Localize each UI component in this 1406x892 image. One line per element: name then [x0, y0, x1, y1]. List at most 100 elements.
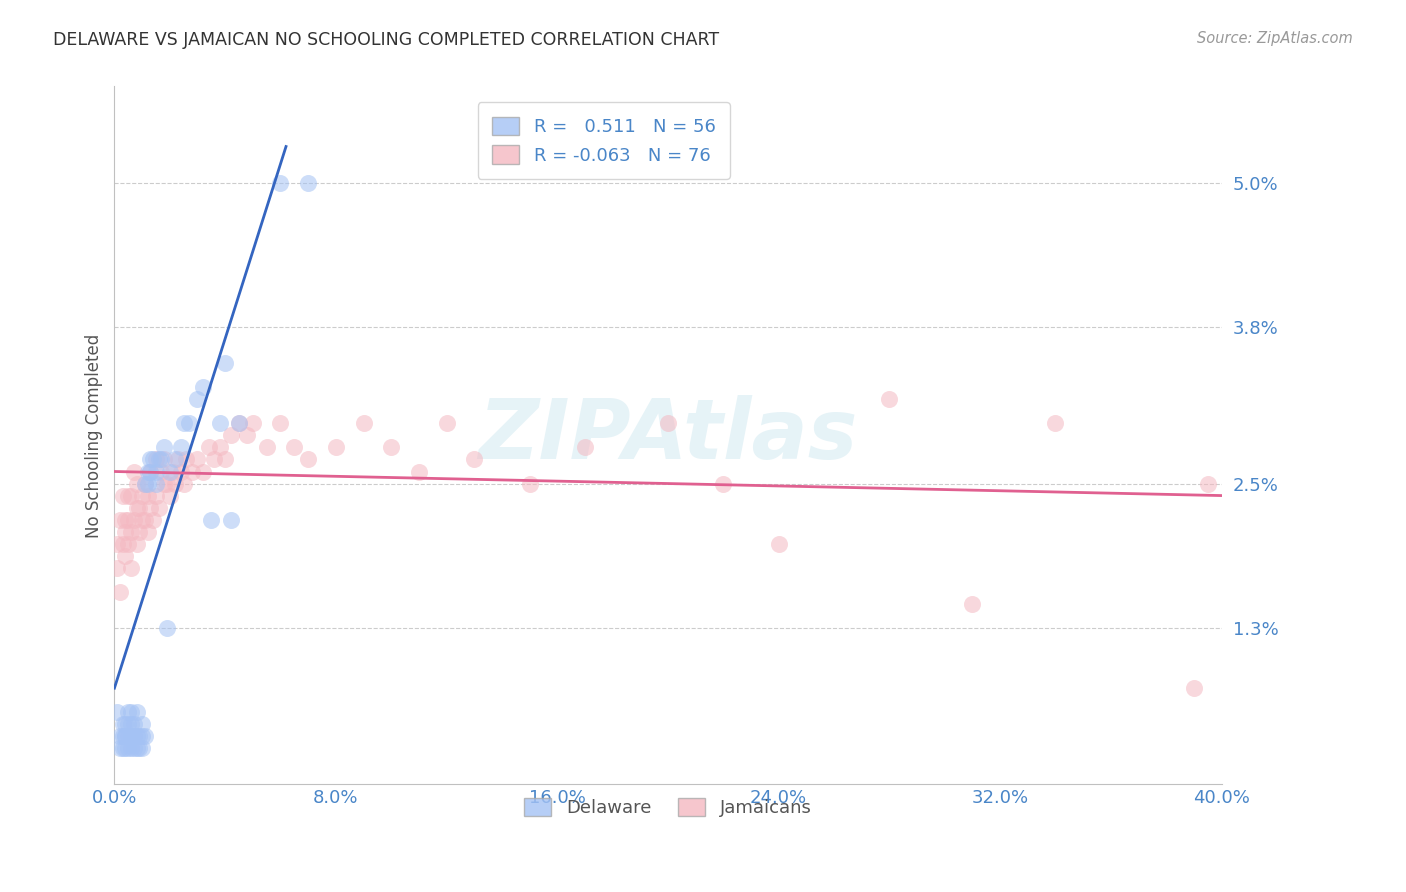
Point: [228, 417, 250, 431]
Point: [436, 417, 458, 431]
Point: [125, 476, 148, 491]
Point: [214, 356, 236, 370]
Point: [145, 476, 167, 491]
Point: [120, 729, 142, 743]
Point: [297, 176, 319, 190]
Point: [114, 729, 136, 743]
Point: [408, 465, 430, 479]
Point: [117, 489, 139, 503]
Point: [380, 441, 402, 455]
Point: [180, 465, 202, 479]
Point: [962, 597, 984, 611]
Text: DELAWARE VS JAMAICAN NO SCHOOLING COMPLETED CORRELATION CHART: DELAWARE VS JAMAICAN NO SCHOOLING COMPLE…: [53, 31, 720, 49]
Point: [1045, 417, 1067, 431]
Text: ZIPAtlas: ZIPAtlas: [478, 395, 858, 476]
Point: [131, 717, 153, 731]
Point: [353, 417, 375, 431]
Point: [269, 417, 291, 431]
Point: [128, 524, 150, 539]
Point: [122, 465, 145, 479]
Point: [219, 513, 242, 527]
Point: [1182, 681, 1205, 695]
Point: [208, 417, 231, 431]
Point: [111, 489, 134, 503]
Point: [120, 489, 142, 503]
Point: [117, 513, 139, 527]
Point: [236, 428, 259, 442]
Point: [120, 741, 142, 756]
Point: [128, 500, 150, 515]
Point: [768, 537, 790, 551]
Point: [156, 476, 179, 491]
Point: [463, 452, 485, 467]
Point: [191, 465, 214, 479]
Point: [114, 741, 136, 756]
Point: [165, 452, 187, 467]
Point: [125, 705, 148, 719]
Point: [117, 741, 139, 756]
Point: [128, 729, 150, 743]
Point: [134, 729, 156, 743]
Point: [114, 549, 136, 563]
Point: [136, 465, 159, 479]
Point: [153, 452, 176, 467]
Point: [108, 585, 131, 599]
Point: [214, 452, 236, 467]
Point: [242, 417, 264, 431]
Point: [142, 452, 165, 467]
Text: Source: ZipAtlas.com: Source: ZipAtlas.com: [1197, 31, 1353, 46]
Point: [139, 500, 162, 515]
Point: [574, 441, 596, 455]
Point: [165, 476, 187, 491]
Point: [159, 465, 181, 479]
Point: [162, 465, 184, 479]
Point: [134, 513, 156, 527]
Point: [122, 741, 145, 756]
Point: [136, 524, 159, 539]
Point: [139, 452, 162, 467]
Point: [111, 729, 134, 743]
Point: [219, 428, 242, 442]
Point: [186, 452, 208, 467]
Point: [105, 561, 128, 575]
Point: [191, 380, 214, 394]
Point: [153, 441, 176, 455]
Point: [114, 513, 136, 527]
Point: [125, 729, 148, 743]
Point: [170, 465, 193, 479]
Y-axis label: No Schooling Completed: No Schooling Completed: [86, 334, 103, 538]
Point: [120, 524, 142, 539]
Point: [131, 489, 153, 503]
Point: [105, 537, 128, 551]
Point: [711, 476, 734, 491]
Point: [120, 561, 142, 575]
Point: [114, 729, 136, 743]
Point: [139, 465, 162, 479]
Point: [325, 441, 347, 455]
Point: [173, 476, 195, 491]
Point: [105, 705, 128, 719]
Point: [170, 441, 193, 455]
Point: [108, 729, 131, 743]
Point: [108, 513, 131, 527]
Point: [111, 717, 134, 731]
Point: [156, 621, 179, 635]
Point: [179, 417, 201, 431]
Point: [297, 452, 319, 467]
Point: [122, 729, 145, 743]
Point: [108, 741, 131, 756]
Point: [117, 729, 139, 743]
Point: [111, 741, 134, 756]
Legend: Delaware, Jamaicans: Delaware, Jamaicans: [517, 790, 818, 824]
Point: [134, 476, 156, 491]
Point: [153, 476, 176, 491]
Point: [122, 717, 145, 731]
Point: [167, 452, 190, 467]
Point: [148, 452, 170, 467]
Point: [150, 452, 173, 467]
Point: [228, 417, 250, 431]
Point: [117, 537, 139, 551]
Point: [128, 741, 150, 756]
Point: [145, 452, 167, 467]
Point: [145, 489, 167, 503]
